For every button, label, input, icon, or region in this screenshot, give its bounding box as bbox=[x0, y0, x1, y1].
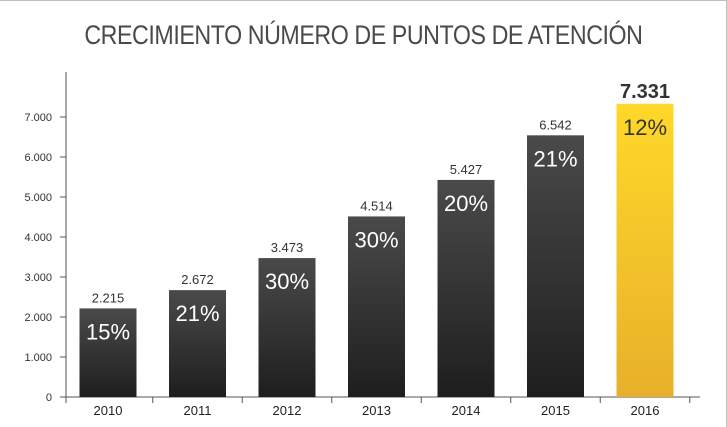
bar bbox=[527, 135, 584, 397]
y-tick-label: 6.000 bbox=[24, 152, 52, 164]
bar bbox=[79, 308, 137, 397]
chart-title: CRECIMIENTO NÚMERO DE PUNTOS DE ATENCIÓN bbox=[84, 20, 643, 50]
data-label: 7.331 bbox=[620, 81, 670, 103]
growth-label: 30% bbox=[265, 269, 309, 294]
growth-label: 30% bbox=[354, 227, 398, 252]
y-tick-label: 1.000 bbox=[24, 352, 52, 364]
x-tick-label: 2016 bbox=[631, 403, 660, 418]
data-label: 3.473 bbox=[271, 240, 304, 255]
y-tick-label: 0 bbox=[46, 392, 52, 404]
data-label: 2.672 bbox=[181, 272, 214, 287]
bar bbox=[169, 290, 226, 397]
bar-highlight bbox=[616, 103, 674, 397]
y-tick-label: 4.000 bbox=[24, 232, 52, 244]
y-tick-label: 2.000 bbox=[24, 312, 52, 324]
data-label: 4.514 bbox=[360, 198, 393, 213]
growth-label: 15% bbox=[86, 319, 130, 344]
data-label: 2.215 bbox=[92, 290, 125, 305]
x-tick-label: 2014 bbox=[452, 403, 481, 418]
y-tick-label: 7.000 bbox=[24, 112, 52, 124]
growth-label: 21% bbox=[533, 146, 577, 171]
growth-label: 20% bbox=[444, 191, 488, 216]
bar bbox=[437, 179, 495, 397]
top-border bbox=[0, 0, 727, 1]
growth-label: 12% bbox=[623, 115, 667, 140]
x-tick-label: 2015 bbox=[541, 403, 570, 418]
y-tick-label: 3.000 bbox=[24, 272, 52, 284]
growth-label: 21% bbox=[175, 301, 219, 326]
bar bbox=[348, 216, 405, 397]
x-tick-label: 2013 bbox=[362, 403, 391, 418]
x-tick-label: 2011 bbox=[184, 403, 212, 418]
bar bbox=[258, 258, 316, 397]
x-tick-label: 2010 bbox=[94, 403, 123, 418]
data-label: 5.427 bbox=[450, 162, 483, 177]
x-tick-label: 2012 bbox=[273, 403, 302, 418]
data-label: 6.542 bbox=[539, 117, 572, 132]
y-tick-label: 5.000 bbox=[24, 192, 52, 204]
